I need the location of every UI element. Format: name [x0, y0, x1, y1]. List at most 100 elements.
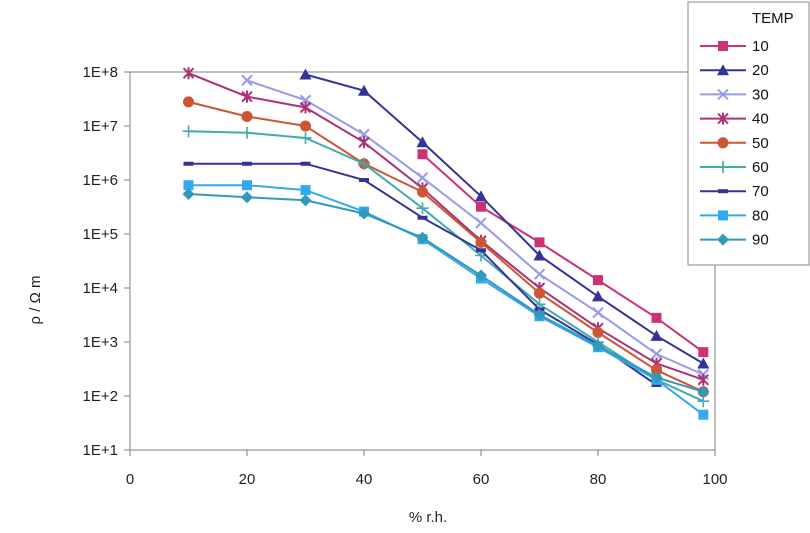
- data-point: [475, 269, 487, 282]
- data-point: [534, 237, 545, 248]
- data-point: [417, 149, 428, 160]
- data-point: [242, 180, 252, 191]
- x-tick-label: 0: [126, 471, 134, 488]
- data-point: [697, 357, 710, 369]
- data-point: [697, 385, 710, 398]
- data-point: [241, 90, 253, 103]
- series-line: [305, 73, 704, 365]
- legend-item: 60: [700, 159, 769, 176]
- data-point: [650, 348, 663, 360]
- data-point: [182, 67, 195, 80]
- series-20: [299, 68, 710, 369]
- y-tick-label: 1E+7: [83, 118, 118, 135]
- legend-box: [687, 1, 810, 266]
- y-tick-label: 1E+4: [83, 280, 118, 297]
- legend-label: 90: [752, 232, 769, 249]
- data-point: [476, 201, 486, 212]
- data-point: [359, 178, 369, 182]
- data-point: [358, 207, 370, 220]
- legend-label: 50: [752, 135, 769, 152]
- data-point: [650, 371, 663, 384]
- legend-item: 30: [700, 86, 769, 103]
- x-tick-label: 100: [702, 471, 727, 488]
- y-tick-label: 1E+8: [83, 64, 118, 81]
- data-point: [651, 312, 662, 323]
- legend-label: 10: [752, 38, 769, 55]
- series-10: [417, 149, 709, 358]
- data-point: [416, 172, 429, 184]
- data-point: [475, 217, 487, 229]
- data-point: [592, 326, 604, 338]
- x-tick-label: 60: [473, 471, 490, 488]
- data-point: [718, 210, 728, 221]
- y-tick-label: 1E+1: [83, 442, 118, 459]
- data-point: [717, 161, 729, 173]
- data-point: [300, 120, 311, 132]
- series-90: [182, 188, 710, 398]
- y-tick-label: 1E+3: [83, 334, 118, 351]
- data-point: [718, 189, 728, 194]
- data-point: [183, 96, 194, 108]
- data-point: [241, 74, 253, 87]
- series-30: [241, 74, 710, 381]
- legend-label: 40: [752, 111, 769, 128]
- data-point: [592, 290, 604, 302]
- x-axis-ticks: 0 20 40 60 80 100: [126, 450, 728, 488]
- legend-label: 70: [752, 183, 769, 200]
- legend-title: TEMP: [752, 10, 794, 27]
- legend-label: 80: [752, 207, 769, 224]
- data-point: [241, 126, 253, 139]
- data-point: [299, 131, 312, 144]
- data-point: [592, 306, 604, 319]
- legend-label: 20: [752, 62, 769, 79]
- data-point: [241, 191, 253, 204]
- series-line: [188, 184, 704, 416]
- data-point: [533, 249, 546, 261]
- data-point: [476, 248, 486, 253]
- data-point: [358, 157, 370, 170]
- x-tick-label: 80: [590, 471, 607, 488]
- x-tick-label: 20: [239, 471, 256, 488]
- data-point: [717, 112, 729, 125]
- data-point: [475, 236, 487, 248]
- data-point: [651, 382, 662, 387]
- data-point: [533, 268, 546, 280]
- data-point: [698, 347, 709, 358]
- series-line: [188, 100, 704, 393]
- x-axis-title: % r.h.: [409, 509, 447, 526]
- data-point: [242, 161, 252, 166]
- data-point: [534, 287, 545, 299]
- series-line: [188, 72, 704, 381]
- data-point: [698, 409, 709, 420]
- data-point: [717, 64, 729, 76]
- legend-label: 60: [752, 159, 769, 176]
- data-point: [533, 308, 546, 321]
- y-tick-label: 1E+6: [83, 172, 118, 189]
- data-point: [416, 202, 429, 215]
- data-point: [300, 185, 311, 196]
- data-point: [241, 110, 253, 122]
- y-tick-label: 1E+5: [83, 226, 118, 243]
- data-point: [650, 329, 663, 341]
- y-tick-label: 1E+2: [83, 388, 118, 405]
- data-point: [416, 231, 429, 244]
- legend-label: 30: [752, 86, 769, 103]
- data-point: [183, 180, 194, 191]
- data-point: [358, 84, 370, 96]
- x-tick-label: 40: [356, 471, 373, 488]
- data-point: [358, 136, 370, 149]
- data-point: [593, 275, 603, 286]
- legend-item: 90: [700, 232, 769, 249]
- y-axis-ticks: 1E+1 1E+2 1E+3 1E+4 1E+5 1E+6 1E+7 1E+8: [83, 64, 130, 459]
- legend-item: 20: [700, 62, 769, 79]
- data-point: [651, 364, 662, 376]
- legend-item: 80: [700, 207, 769, 224]
- series-line: [188, 193, 704, 393]
- data-point: [300, 161, 311, 166]
- data-point: [182, 188, 195, 201]
- data-point: [717, 88, 729, 101]
- data-point: [299, 194, 312, 207]
- data-point: [718, 41, 728, 51]
- data-point: [592, 339, 604, 352]
